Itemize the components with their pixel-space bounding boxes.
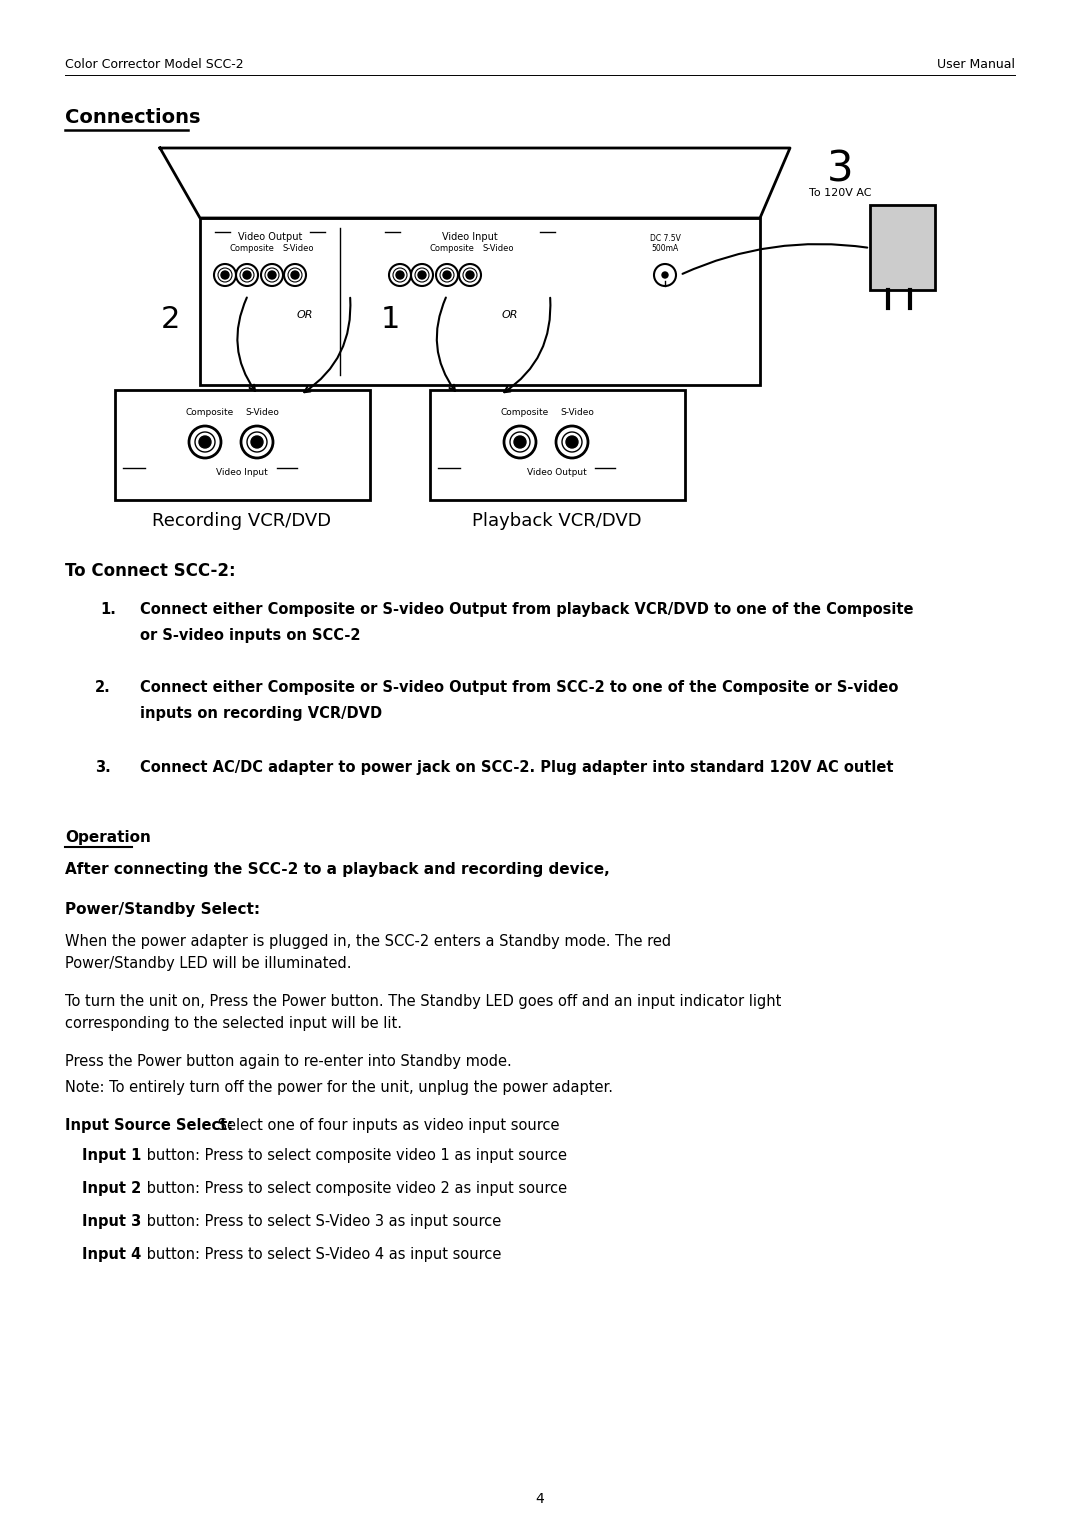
Text: 3.: 3. <box>95 759 111 775</box>
Text: 4: 4 <box>536 1491 544 1507</box>
Text: S-Video: S-Video <box>561 408 594 417</box>
Circle shape <box>251 435 264 448</box>
Text: 2.: 2. <box>95 680 111 695</box>
Text: 1: 1 <box>380 306 400 335</box>
Text: Input 4: Input 4 <box>82 1247 141 1262</box>
Text: Input 3: Input 3 <box>82 1215 141 1229</box>
Circle shape <box>514 435 526 448</box>
Circle shape <box>418 270 426 280</box>
Text: S-Video: S-Video <box>483 244 514 254</box>
Text: DC 7.5V: DC 7.5V <box>649 234 680 243</box>
Text: Connect either Composite or S-video Output from playback VCR/DVD to one of the C: Connect either Composite or S-video Outp… <box>140 602 914 643</box>
Circle shape <box>221 270 229 280</box>
Text: Select one of four inputs as video input source: Select one of four inputs as video input… <box>213 1118 559 1132</box>
Circle shape <box>443 270 451 280</box>
Text: S-Video: S-Video <box>282 244 314 254</box>
Text: To Connect SCC-2:: To Connect SCC-2: <box>65 562 235 581</box>
Text: Video Input: Video Input <box>216 468 268 477</box>
Bar <box>870 205 935 290</box>
Text: 500mA: 500mA <box>651 244 678 254</box>
Text: 2: 2 <box>160 306 179 335</box>
Text: To 120V AC: To 120V AC <box>809 188 872 199</box>
Text: Power/Standby Select:: Power/Standby Select: <box>65 902 260 917</box>
Text: 3: 3 <box>826 148 853 189</box>
Text: button: Press to select composite video 1 as input source: button: Press to select composite video … <box>141 1148 567 1163</box>
Text: To turn the unit on, Press the Power button. The Standby LED goes off and an inp: To turn the unit on, Press the Power but… <box>65 995 781 1030</box>
Text: Input 1: Input 1 <box>82 1148 141 1163</box>
Text: Operation: Operation <box>65 830 151 845</box>
Text: Recording VCR/DVD: Recording VCR/DVD <box>152 512 332 530</box>
Text: 1.: 1. <box>100 602 116 617</box>
Text: Color Corrector Model SCC-2: Color Corrector Model SCC-2 <box>65 58 244 70</box>
Text: Video Input: Video Input <box>442 232 498 241</box>
Text: button: Press to select composite video 2 as input source: button: Press to select composite video … <box>141 1181 567 1196</box>
Text: S-Video: S-Video <box>245 408 279 417</box>
Text: Playback VCR/DVD: Playback VCR/DVD <box>472 512 642 530</box>
Text: Video Output: Video Output <box>238 232 302 241</box>
Text: User Manual: User Manual <box>937 58 1015 70</box>
Circle shape <box>268 270 276 280</box>
Text: Composite: Composite <box>186 408 234 417</box>
Bar <box>200 219 760 385</box>
Circle shape <box>566 435 578 448</box>
Text: Connect either Composite or S-video Output from SCC-2 to one of the Composite or: Connect either Composite or S-video Outp… <box>140 680 899 721</box>
Text: Press the Power button again to re-enter into Standby mode.: Press the Power button again to re-enter… <box>65 1054 512 1070</box>
Text: Video Output: Video Output <box>527 468 586 477</box>
Text: button: Press to select S-Video 3 as input source: button: Press to select S-Video 3 as inp… <box>141 1215 501 1229</box>
Text: After connecting the SCC-2 to a playback and recording device,: After connecting the SCC-2 to a playback… <box>65 862 610 877</box>
Text: Connect AC/DC adapter to power jack on SCC-2. Plug adapter into standard 120V AC: Connect AC/DC adapter to power jack on S… <box>140 759 893 775</box>
Text: Composite: Composite <box>501 408 549 417</box>
Circle shape <box>291 270 299 280</box>
Circle shape <box>396 270 404 280</box>
Circle shape <box>199 435 211 448</box>
Text: Composite: Composite <box>430 244 474 254</box>
Circle shape <box>662 272 669 278</box>
Text: Note: To entirely turn off the power for the unit, unplug the power adapter.: Note: To entirely turn off the power for… <box>65 1080 613 1096</box>
Bar <box>114 390 370 500</box>
Text: Input Source Select:: Input Source Select: <box>65 1118 233 1132</box>
Text: OR: OR <box>502 310 518 319</box>
Circle shape <box>465 270 474 280</box>
Polygon shape <box>160 148 789 219</box>
Text: When the power adapter is plugged in, the SCC-2 enters a Standby mode. The red
P: When the power adapter is plugged in, th… <box>65 934 671 970</box>
Text: button: Press to select S-Video 4 as input source: button: Press to select S-Video 4 as inp… <box>141 1247 501 1262</box>
Text: Connections: Connections <box>65 108 201 127</box>
Text: OR: OR <box>297 310 313 319</box>
Bar <box>430 390 685 500</box>
Circle shape <box>243 270 251 280</box>
Text: Input 2: Input 2 <box>82 1181 141 1196</box>
Text: Composite: Composite <box>230 244 274 254</box>
